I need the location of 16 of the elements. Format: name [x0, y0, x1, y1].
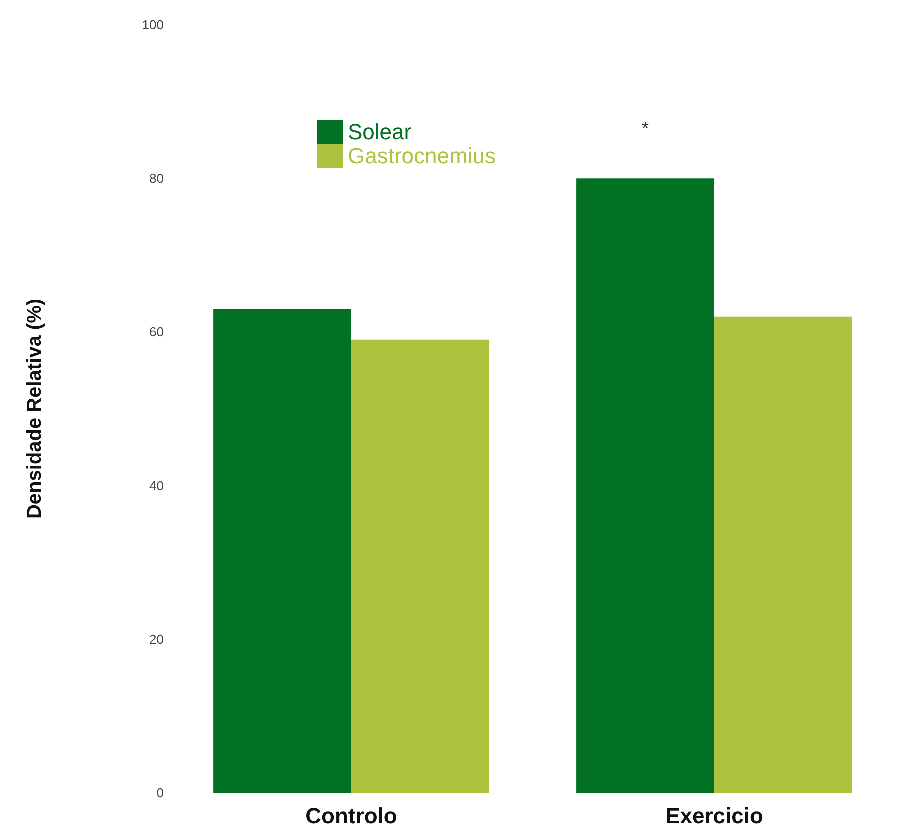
- y-tick-label: 40: [150, 478, 164, 494]
- legend-label: Solear: [348, 120, 412, 144]
- y-tick-label: 20: [150, 632, 164, 647]
- y-tick-label: 80: [150, 171, 164, 186]
- x-tick-label: Controlo: [306, 804, 398, 828]
- bar: [214, 309, 352, 793]
- y-tick-label: 0: [156, 786, 164, 800]
- bar: [352, 340, 490, 793]
- x-tick-label: Exercicio: [666, 804, 764, 828]
- legend-label: Gastrocnemius: [348, 144, 496, 168]
- y-axis-title: Densidade Relativa (%): [24, 298, 46, 520]
- bar: [576, 178, 714, 793]
- y-tick-label: 100: [142, 18, 164, 32]
- y-tick-label: 60: [150, 324, 164, 340]
- bar: [714, 316, 852, 793]
- annotation: *: [642, 118, 650, 139]
